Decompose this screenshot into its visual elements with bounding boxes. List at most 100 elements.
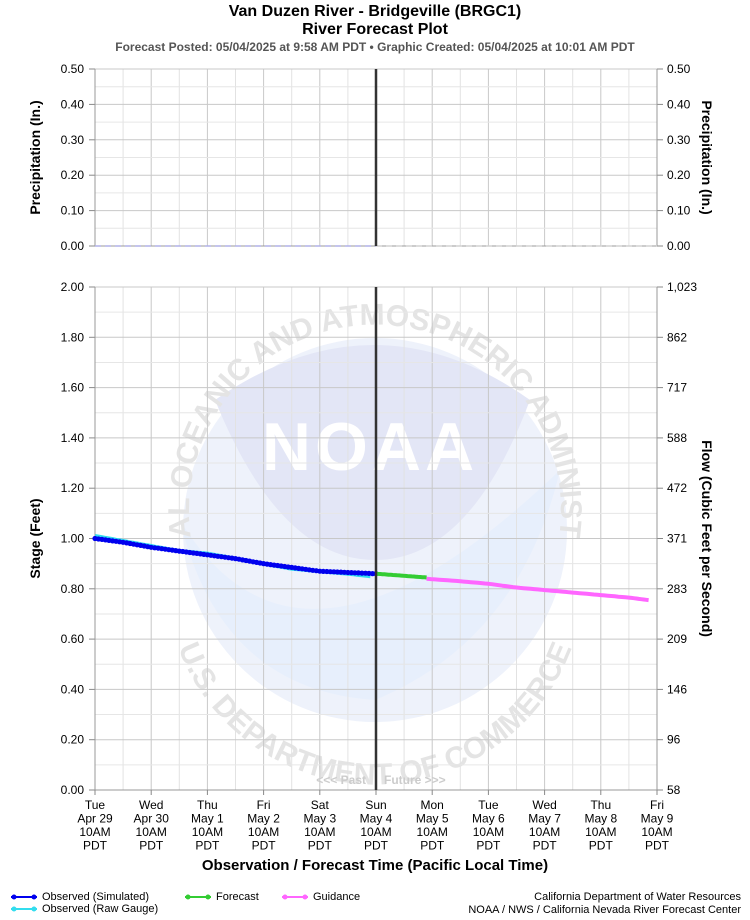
x-tick-label: Tue bbox=[478, 798, 499, 812]
legend-observed-raw: Observed (Raw Gauge) bbox=[10, 903, 158, 915]
y-tick-label-left: 1.00 bbox=[61, 532, 85, 546]
y-tick-label-right: 1,023 bbox=[667, 280, 697, 294]
y-tick-label-left: 0.50 bbox=[61, 62, 85, 76]
y-tick-label-left: 0.80 bbox=[61, 582, 85, 596]
x-tick-label: Wed bbox=[532, 798, 556, 812]
x-tick-label: PDT bbox=[420, 839, 445, 853]
y-axis-title-left: Stage (Feet) bbox=[27, 498, 43, 578]
x-tick-label: Thu bbox=[197, 798, 218, 812]
y-tick-label-left: 0.30 bbox=[61, 133, 85, 147]
y-axis-title-right: Flow (Cubic Feet per Second) bbox=[699, 440, 715, 637]
credit-noaa: NOAA / NWS / California Nevada River For… bbox=[468, 904, 741, 916]
y-tick-label-left: 1.20 bbox=[61, 481, 85, 495]
x-tick-label: PDT bbox=[139, 839, 164, 853]
legend-guidance: Guidance bbox=[281, 891, 360, 903]
x-tick-label: May 3 bbox=[303, 812, 336, 826]
y-tick-label-left: 0.20 bbox=[61, 733, 85, 747]
x-tick-label: 10AM bbox=[417, 825, 448, 839]
x-tick-label: 10AM bbox=[473, 825, 504, 839]
x-tick-label: 10AM bbox=[136, 825, 167, 839]
x-tick-label: PDT bbox=[83, 839, 108, 853]
x-tick-label: 10AM bbox=[79, 825, 110, 839]
noaa-watermark-text: NOAA bbox=[262, 409, 478, 485]
legend-swatch-forecast bbox=[185, 894, 211, 900]
x-tick-label: Fri bbox=[650, 798, 664, 812]
x-tick-label: May 6 bbox=[472, 812, 505, 826]
x-tick-label: PDT bbox=[533, 839, 558, 853]
x-tick-label: Apr 30 bbox=[134, 812, 170, 826]
x-tick-label: May 9 bbox=[641, 812, 674, 826]
x-tick-label: 10AM bbox=[529, 825, 560, 839]
x-tick-label: May 4 bbox=[360, 812, 393, 826]
x-tick-label: 10AM bbox=[585, 825, 616, 839]
y-tick-label-right: 0.30 bbox=[667, 133, 691, 147]
series-line-Forecast bbox=[375, 571, 427, 580]
x-tick-label: May 5 bbox=[416, 812, 449, 826]
y-tick-label-left: 1.40 bbox=[61, 431, 85, 445]
y-tick-label-right: 0.10 bbox=[667, 204, 691, 218]
x-tick-label: PDT bbox=[645, 839, 670, 853]
x-tick-label: Tue bbox=[85, 798, 106, 812]
x-tick-label: PDT bbox=[195, 839, 220, 853]
x-tick-label: Thu bbox=[590, 798, 611, 812]
legend-forecast: Forecast bbox=[184, 891, 259, 903]
x-tick-label: May 1 bbox=[191, 812, 224, 826]
legend-label-observed-raw: Observed (Raw Gauge) bbox=[42, 903, 159, 915]
future-label: Future >>> bbox=[384, 773, 446, 787]
legend-swatch-guidance bbox=[282, 894, 308, 900]
y-tick-label-right: 0.00 bbox=[667, 239, 691, 253]
y-axis-title-left: Precipitation (In.) bbox=[27, 100, 43, 214]
x-axis-title: Observation / Forecast Time (Pacific Loc… bbox=[202, 857, 548, 874]
y-tick-label-left: 0.40 bbox=[61, 97, 85, 111]
y-tick-label-right: 146 bbox=[667, 682, 687, 696]
stage-panel: 0.00 58 0.20 96 0.40 146 0.60 209 0.80 283 1.00 371… bbox=[27, 280, 715, 874]
x-tick-label: 10AM bbox=[360, 825, 391, 839]
x-tick-label: Sat bbox=[311, 798, 330, 812]
y-tick-label-left: 2.00 bbox=[61, 280, 85, 294]
x-tick-label: 10AM bbox=[641, 825, 672, 839]
x-tick-label: May 7 bbox=[528, 812, 561, 826]
y-tick-label-left: 1.80 bbox=[61, 330, 85, 344]
x-tick-label: Fri bbox=[257, 798, 271, 812]
chart-title: Van Duzen River - Bridgeville (BRGC1) bbox=[228, 3, 522, 20]
noaa-wave-shape bbox=[180, 470, 560, 700]
y-tick-label-right: 588 bbox=[667, 431, 687, 445]
x-tick-label: PDT bbox=[308, 839, 333, 853]
x-tick-label: 10AM bbox=[192, 825, 223, 839]
x-tick-label: Wed bbox=[139, 798, 163, 812]
noaa-watermark: NOAA NATIONAL OCEANIC AND ATMOSPHERIC AD… bbox=[0, 0, 587, 792]
x-tick-label: Sun bbox=[365, 798, 386, 812]
y-tick-label-right: 862 bbox=[667, 330, 687, 344]
past-label: <<< Past bbox=[316, 773, 366, 787]
legend-swatch-observed-simulated bbox=[11, 894, 37, 900]
legend-label-guidance: Guidance bbox=[313, 891, 361, 903]
x-tick-label: Mon bbox=[421, 798, 444, 812]
y-tick-label-right: 717 bbox=[667, 381, 687, 395]
y-tick-label-left: 0.40 bbox=[61, 682, 85, 696]
x-tick-label: May 2 bbox=[247, 812, 280, 826]
x-tick-label: Apr 29 bbox=[77, 812, 113, 826]
x-tick-label: 10AM bbox=[248, 825, 279, 839]
x-tick-label: PDT bbox=[589, 839, 614, 853]
x-tick-label: PDT bbox=[252, 839, 277, 853]
y-tick-label-right: 96 bbox=[667, 733, 681, 747]
y-tick-label-left: 0.20 bbox=[61, 168, 85, 182]
y-tick-label-right: 0.40 bbox=[667, 97, 691, 111]
precipitation-panel: 0.00 0.00 0.10 0.10 0.20 0.20 0.30 0.30 0.40 0.40… bbox=[27, 62, 715, 253]
legend-label-forecast: Forecast bbox=[216, 891, 259, 903]
y-tick-label-right: 0.50 bbox=[667, 62, 691, 76]
x-tick-label: May 8 bbox=[584, 812, 617, 826]
y-tick-label-right: 209 bbox=[667, 632, 687, 646]
series-line-Guidance bbox=[426, 576, 649, 603]
noaa-bird-shape bbox=[215, 345, 530, 560]
y-tick-label-right: 283 bbox=[667, 582, 687, 596]
y-tick-label-left: 0.10 bbox=[61, 204, 85, 218]
y-tick-label-left: 0.00 bbox=[61, 239, 85, 253]
y-tick-label-left: 0.60 bbox=[61, 632, 85, 646]
y-tick-label-right: 58 bbox=[667, 783, 681, 797]
y-tick-label-left: 1.60 bbox=[61, 381, 85, 395]
x-tick-label: PDT bbox=[476, 839, 501, 853]
forecast-posted-info: Forecast Posted: 05/04/2025 at 9:58 AM P… bbox=[115, 40, 635, 54]
chart-subtitle-plot: River Forecast Plot bbox=[302, 21, 448, 38]
